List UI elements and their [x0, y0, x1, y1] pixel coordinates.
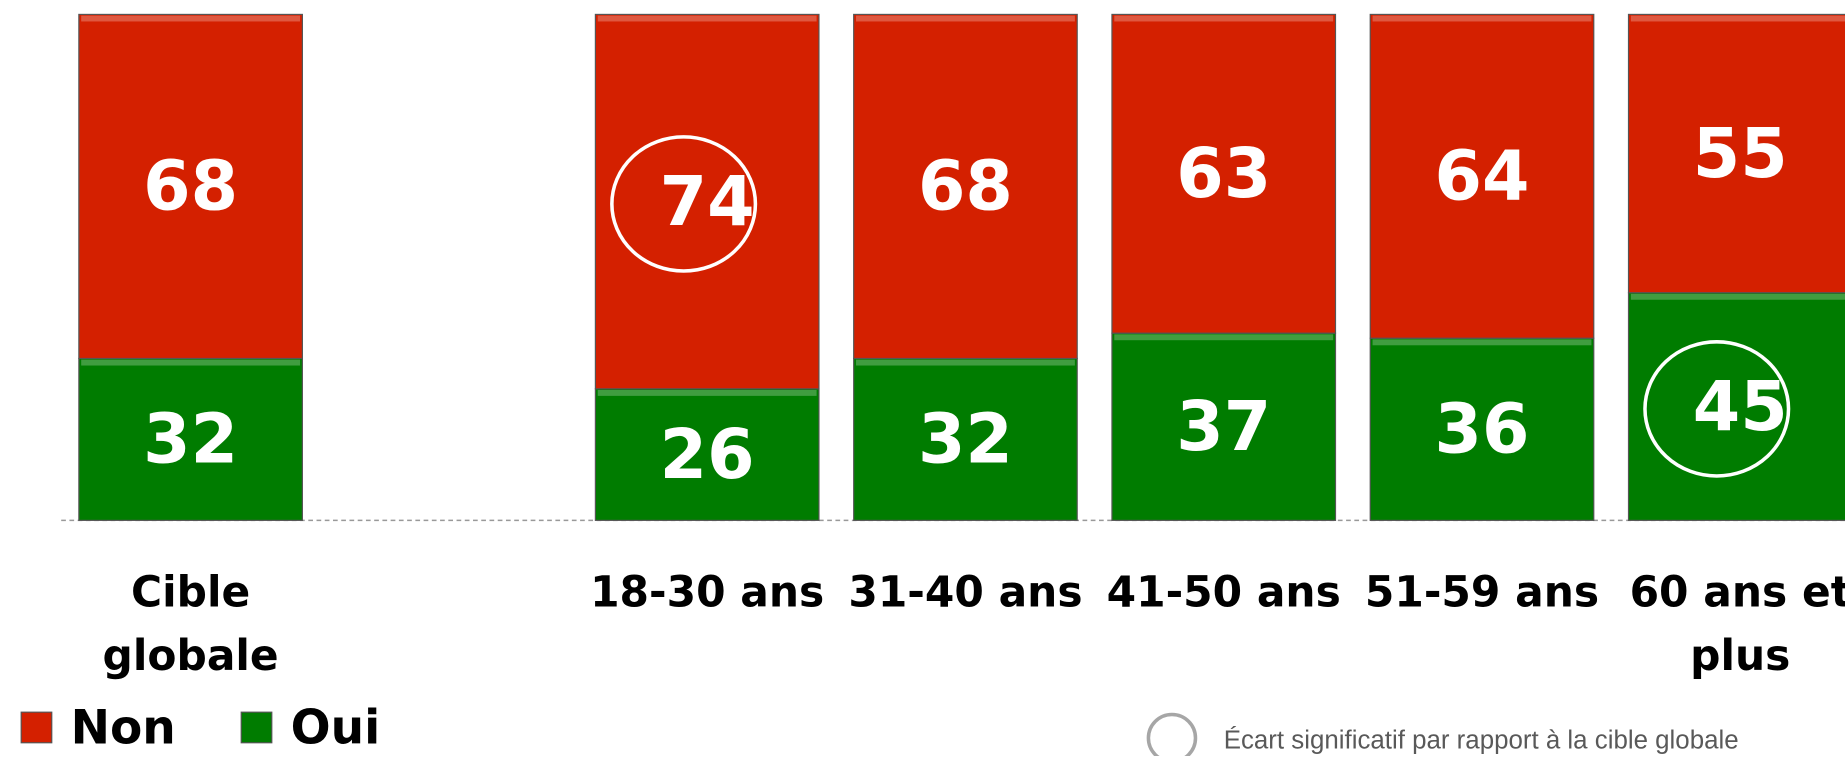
value-label: 37 [1176, 388, 1271, 467]
x-label-box: 60 ans et plus [1629, 568, 1845, 681]
x-label-box: 41-50 ans [1106, 568, 1341, 617]
value-label: 26 [660, 416, 755, 495]
bar-segment [853, 357, 1078, 521]
segment-highlight [1114, 15, 1334, 22]
legend-label: Oui [291, 700, 381, 755]
x-label-box: 31-40 ans [848, 568, 1083, 617]
significance-circle [1643, 340, 1791, 478]
value-label: 32 [918, 401, 1013, 480]
x-tick-label: 41-50 ans [1106, 568, 1341, 617]
x-tick-label: 31-40 ans [848, 568, 1083, 617]
bar-segment [1369, 13, 1595, 339]
note-icon [1146, 712, 1198, 761]
note: Écart significatif par rapport à la cibl… [1224, 725, 1739, 754]
value-label: 45 [1693, 368, 1788, 447]
segment-highlight [1630, 293, 1845, 300]
segment-highlight [1114, 334, 1334, 341]
bar-segment [1111, 13, 1337, 334]
x-label-box: 51-59 ans [1364, 568, 1600, 617]
segment-highlight [597, 15, 817, 22]
legend-swatch [240, 711, 273, 744]
x-label-box: 18-30 ans [590, 568, 825, 617]
value-label: 68 [918, 148, 1013, 227]
segment-highlight [81, 359, 301, 366]
x-label-box: Cible globale [102, 568, 279, 681]
value-label: 63 [1176, 135, 1271, 214]
value-label: 55 [1693, 115, 1788, 194]
bar-segment [594, 388, 820, 521]
segment-highlight [1372, 15, 1592, 22]
segment-highlight [1372, 339, 1592, 346]
bar-segment [78, 13, 303, 360]
segment-highlight [856, 15, 1075, 22]
bar-segment [1627, 292, 1845, 521]
value-label: 36 [1435, 391, 1530, 470]
bar-segment [1627, 13, 1845, 294]
segment-highlight [856, 359, 1075, 366]
segment-highlight [1630, 15, 1845, 22]
x-tick-label: 18-30 ans [590, 568, 825, 617]
legend-label: Non [71, 700, 176, 755]
value-label: 64 [1435, 138, 1530, 217]
bar-segment [853, 13, 1078, 360]
bar-segment [78, 357, 303, 521]
value-label: 32 [143, 401, 238, 480]
x-tick-label: 51-59 ans [1364, 568, 1600, 617]
legend-swatch [20, 711, 53, 744]
x-tick-label: 60 ans et plus [1629, 568, 1845, 681]
significance-circle [610, 135, 758, 273]
value-label: 68 [143, 148, 238, 227]
bar-segment [1369, 337, 1595, 521]
segment-highlight [597, 390, 817, 396]
value-label: 74 [660, 163, 755, 242]
bar-segment [1111, 332, 1337, 521]
x-tick-label: Cible globale [102, 568, 279, 681]
segment-highlight [81, 15, 301, 22]
bar-segment [594, 13, 820, 390]
